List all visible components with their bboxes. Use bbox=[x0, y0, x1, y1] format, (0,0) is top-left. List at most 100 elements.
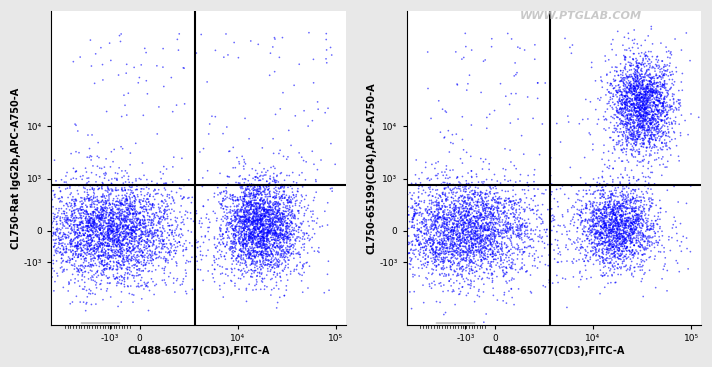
Point bbox=[106, 236, 117, 242]
Point bbox=[79, 284, 90, 290]
Point bbox=[644, 102, 656, 108]
Point bbox=[637, 223, 648, 229]
Point bbox=[261, 242, 273, 248]
Point bbox=[246, 219, 258, 225]
Point bbox=[444, 222, 455, 228]
Point bbox=[231, 224, 242, 229]
Point bbox=[88, 248, 99, 254]
Point bbox=[264, 193, 276, 199]
Point bbox=[231, 240, 242, 246]
Point bbox=[74, 266, 85, 272]
Point bbox=[623, 86, 634, 92]
Point bbox=[627, 227, 638, 233]
Point bbox=[446, 199, 457, 205]
Point bbox=[75, 204, 86, 210]
Point bbox=[260, 227, 271, 233]
Point bbox=[659, 249, 670, 255]
Point bbox=[633, 243, 644, 249]
Point bbox=[440, 238, 451, 244]
Point bbox=[229, 217, 241, 222]
Point bbox=[627, 230, 639, 236]
Point bbox=[248, 214, 259, 220]
Point bbox=[266, 259, 278, 265]
Point bbox=[446, 209, 457, 215]
Point bbox=[622, 100, 633, 106]
Point bbox=[252, 224, 263, 230]
Point bbox=[573, 284, 585, 290]
Point bbox=[491, 200, 502, 206]
Point bbox=[241, 212, 252, 218]
Point bbox=[216, 237, 227, 243]
Point bbox=[57, 236, 68, 242]
Point bbox=[657, 102, 669, 108]
Point bbox=[449, 218, 460, 224]
Point bbox=[264, 211, 276, 217]
Point bbox=[229, 194, 240, 200]
Point bbox=[74, 211, 85, 217]
Point bbox=[256, 229, 267, 235]
Point bbox=[614, 223, 626, 229]
Point bbox=[110, 248, 121, 254]
Point bbox=[622, 96, 634, 102]
Point bbox=[95, 211, 107, 217]
Point bbox=[119, 214, 130, 219]
Point bbox=[639, 92, 650, 98]
Point bbox=[246, 190, 257, 196]
Point bbox=[241, 204, 253, 210]
Point bbox=[590, 234, 601, 240]
Point bbox=[661, 94, 672, 100]
Point bbox=[61, 215, 73, 221]
Point bbox=[622, 218, 633, 224]
Point bbox=[580, 233, 592, 239]
Point bbox=[241, 220, 253, 226]
Point bbox=[613, 204, 624, 210]
Point bbox=[256, 212, 267, 218]
Point bbox=[458, 221, 469, 227]
Point bbox=[128, 257, 140, 262]
Point bbox=[76, 228, 88, 233]
Point bbox=[174, 232, 185, 237]
Point bbox=[617, 233, 628, 239]
Point bbox=[241, 210, 253, 215]
Point bbox=[106, 230, 117, 236]
Point bbox=[407, 223, 418, 229]
Point bbox=[61, 210, 73, 216]
Point bbox=[424, 233, 436, 239]
Point bbox=[501, 259, 513, 265]
Point bbox=[627, 221, 639, 227]
Point bbox=[629, 201, 641, 207]
Point bbox=[261, 238, 272, 244]
Point bbox=[279, 249, 290, 255]
Point bbox=[592, 215, 603, 221]
Point bbox=[424, 207, 436, 212]
Point bbox=[652, 91, 664, 97]
Point bbox=[248, 231, 260, 237]
Point bbox=[613, 100, 624, 106]
Point bbox=[129, 230, 140, 236]
Point bbox=[61, 219, 72, 225]
Point bbox=[617, 204, 629, 210]
Point bbox=[625, 122, 637, 128]
Point bbox=[588, 239, 600, 245]
Point bbox=[253, 217, 265, 223]
Point bbox=[283, 200, 294, 206]
Point bbox=[620, 75, 632, 81]
Point bbox=[668, 107, 679, 113]
Point bbox=[637, 230, 648, 236]
Point bbox=[75, 242, 86, 248]
Point bbox=[126, 257, 137, 263]
Point bbox=[247, 260, 258, 266]
Point bbox=[525, 231, 537, 237]
Point bbox=[629, 91, 640, 97]
Point bbox=[620, 218, 632, 224]
Point bbox=[644, 79, 655, 85]
Point bbox=[506, 275, 518, 281]
Point bbox=[257, 276, 268, 282]
Point bbox=[92, 207, 103, 213]
Point bbox=[429, 257, 440, 262]
Point bbox=[269, 181, 281, 187]
Point bbox=[548, 215, 559, 221]
Point bbox=[271, 179, 282, 185]
Point bbox=[485, 252, 496, 258]
Point bbox=[98, 235, 109, 241]
